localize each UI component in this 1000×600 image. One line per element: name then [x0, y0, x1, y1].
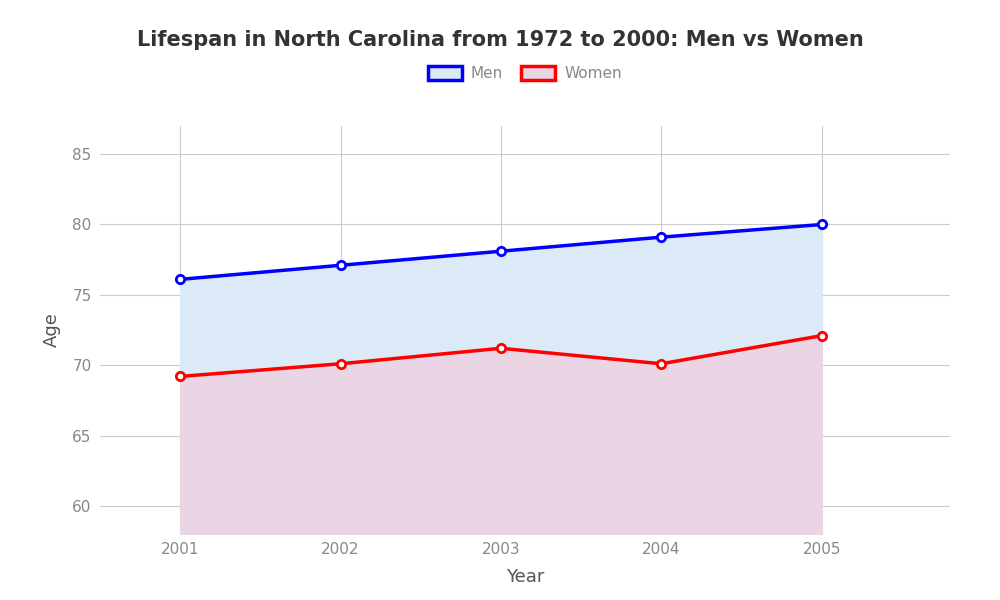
Legend: Men, Women: Men, Women [422, 60, 628, 88]
Y-axis label: Age: Age [43, 313, 61, 347]
Text: Lifespan in North Carolina from 1972 to 2000: Men vs Women: Lifespan in North Carolina from 1972 to … [137, 30, 863, 50]
X-axis label: Year: Year [506, 568, 544, 586]
